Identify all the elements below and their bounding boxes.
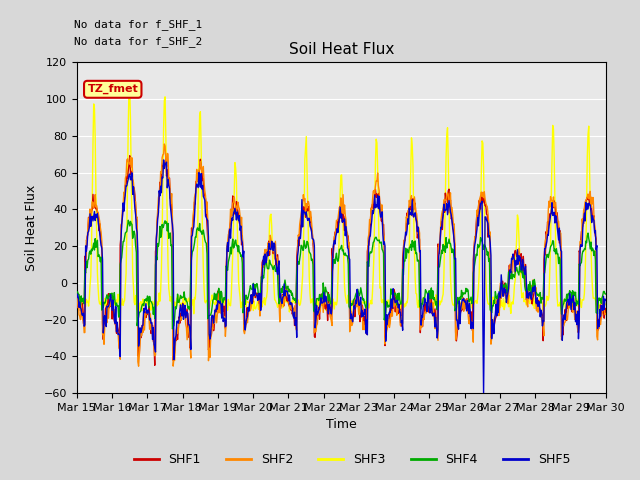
X-axis label: Time: Time [326,419,356,432]
Title: Soil Heat Flux: Soil Heat Flux [289,42,394,57]
Text: No data for f_SHF_2: No data for f_SHF_2 [74,36,202,47]
Legend: SHF1, SHF2, SHF3, SHF4, SHF5: SHF1, SHF2, SHF3, SHF4, SHF5 [129,448,575,471]
Y-axis label: Soil Heat Flux: Soil Heat Flux [25,185,38,271]
Text: TZ_fmet: TZ_fmet [88,84,138,95]
Text: No data for f_SHF_1: No data for f_SHF_1 [74,19,202,30]
